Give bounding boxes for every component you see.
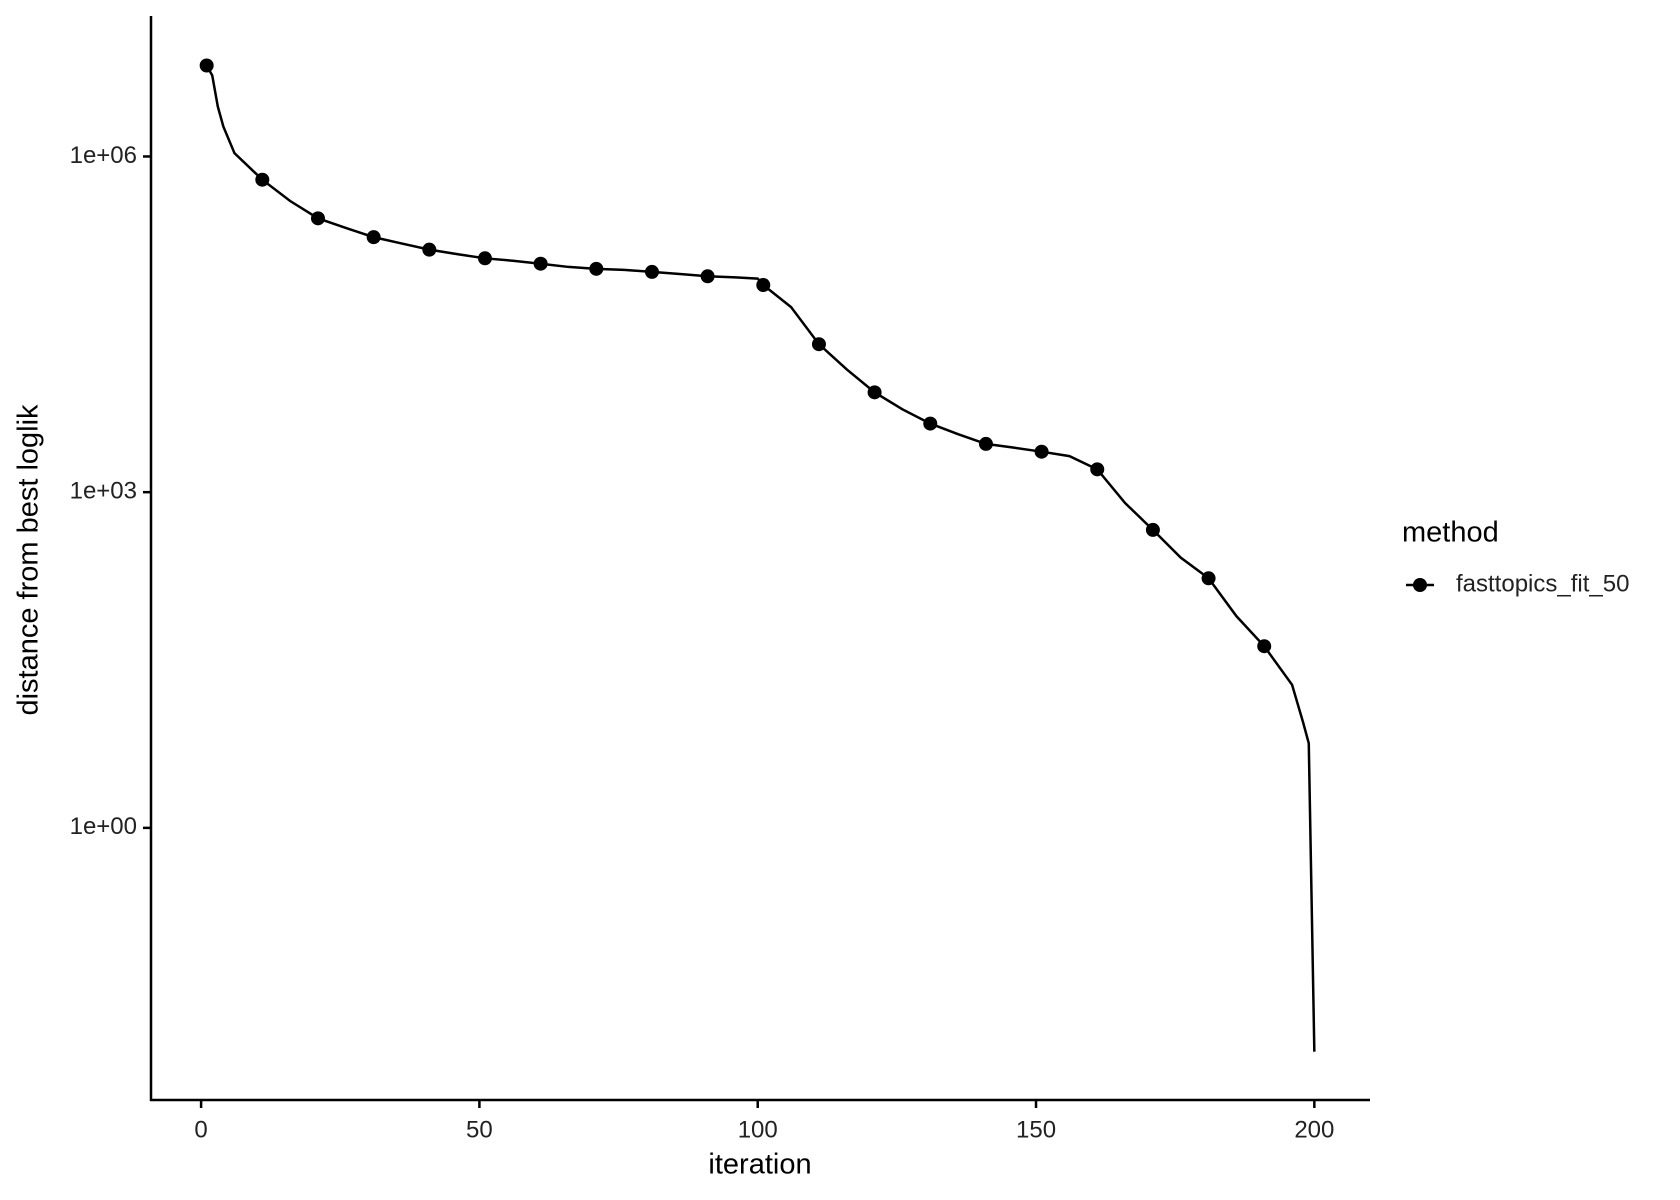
legend-key-point [1413, 578, 1427, 592]
data-point [1145, 522, 1160, 537]
data-point [644, 264, 659, 279]
series-line [205, 64, 1316, 1052]
x-tick-label: 0 [194, 1116, 207, 1143]
data-point [811, 337, 826, 352]
data-point [756, 278, 771, 293]
y-axis-title: distance from best loglik [13, 404, 45, 716]
data-point [1034, 444, 1049, 459]
data-point [366, 230, 381, 245]
x-tick-label: 200 [1294, 1116, 1334, 1143]
data-point [867, 385, 882, 400]
data-point [310, 211, 325, 226]
y-tick-label: 1e+06 [70, 142, 137, 169]
data-point [589, 261, 604, 276]
x-tick-label: 50 [466, 1116, 493, 1143]
x-tick-label: 150 [1016, 1116, 1056, 1143]
data-point [978, 436, 993, 451]
data-point [255, 172, 270, 187]
data-point [923, 416, 938, 431]
x-axis-title: iteration [708, 1149, 811, 1181]
legend-label: fasttopics_fit_50 [1456, 570, 1629, 597]
data-point [1201, 571, 1216, 586]
data-point [199, 58, 214, 73]
data-point [477, 251, 492, 266]
y-tick-label: 1e+00 [70, 813, 137, 840]
x-tick-label: 100 [738, 1116, 778, 1143]
data-point [1257, 639, 1272, 654]
data-point [1090, 462, 1105, 477]
legend-title: method [1402, 517, 1499, 549]
data-point [533, 256, 548, 271]
data-point [422, 242, 437, 257]
data-point [700, 269, 715, 284]
y-tick-label: 1e+03 [70, 478, 137, 505]
